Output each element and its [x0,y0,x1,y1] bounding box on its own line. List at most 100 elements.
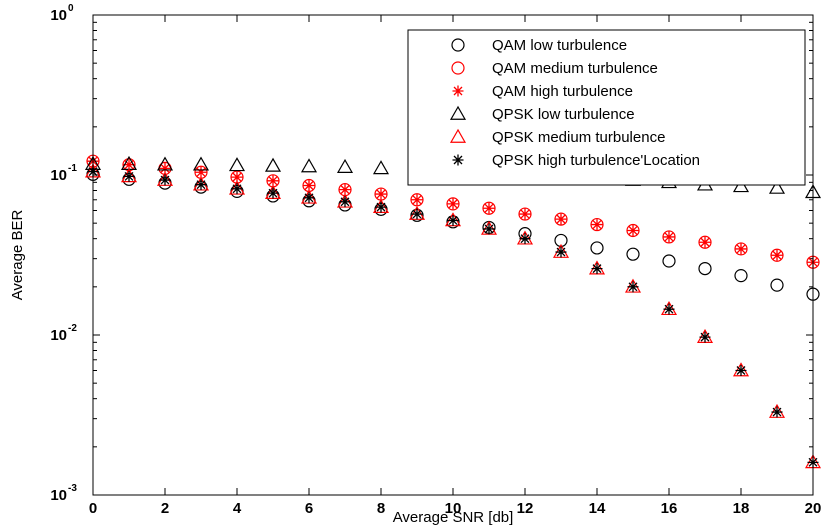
legend-marker [452,154,464,166]
data-point [303,179,315,191]
data-point [554,233,568,248]
x-tick-label: 16 [661,500,678,517]
data-point [734,242,748,256]
data-point [770,248,784,262]
data-point [195,166,207,178]
data-point [410,193,424,207]
data-point [591,263,603,275]
data-point [375,188,387,200]
y-tick-label-base: 10 [50,7,67,24]
legend-box [407,29,806,186]
legend-label: QAM high turbulence [492,83,633,100]
data-point [447,198,459,210]
y-tick-label-base: 10 [50,327,67,344]
data-point [698,235,712,249]
data-point [626,247,640,261]
x-tick-label: 10 [445,500,462,517]
data-point [555,213,567,225]
legend-marker [451,38,465,52]
data-point [698,262,712,276]
data-point [699,236,711,248]
data-point [411,208,423,220]
x-tick-label: 0 [89,500,97,517]
data-point [231,171,243,183]
data-point [519,208,531,220]
y-tick-label-exp: 0 [68,3,74,14]
data-point [591,219,603,231]
legend-marker [449,128,467,143]
legend-label: QPSK high turbulence'Location [492,152,700,169]
legend-label: QAM low turbulence [492,37,627,54]
data-point [156,156,174,171]
legend-marker [451,61,465,75]
data-point [267,187,279,199]
data-point [267,175,279,187]
y-tick-label-base: 10 [50,487,67,504]
data-point [662,254,676,268]
x-tick-label: 8 [377,500,385,517]
data-point [554,212,568,226]
data-point [663,303,675,315]
data-point [735,364,747,376]
x-tick-label: 20 [805,500,822,517]
data-point [771,406,783,418]
data-point [590,241,604,255]
data-point [734,269,748,283]
x-tick-label: 4 [233,500,242,517]
data-point [336,158,354,173]
data-point [770,278,784,292]
data-point [122,158,136,172]
data-point [518,207,532,221]
y-tick-label-base: 10 [50,167,67,184]
x-tick-label: 18 [733,500,750,517]
data-point [483,223,495,235]
legend-label: QPSK low turbulence [492,106,635,123]
data-point [519,233,531,245]
data-point [339,184,351,196]
data-point [123,170,135,182]
data-point [663,231,675,243]
data-point [768,179,786,194]
y-tick-label-exp: -2 [68,323,77,334]
data-point [339,196,351,208]
legend: QAM low turbulence QAM medium turbulence Q… [407,29,806,186]
y-tick-label-exp: -3 [68,483,77,494]
data-point [699,331,711,343]
plot-frame [92,14,814,496]
y-axis-label: Average BER [9,210,26,301]
legend-label: QPSK medium turbulence [492,129,665,146]
data-point [627,281,639,293]
data-point [228,157,246,172]
data-point [375,201,387,213]
data-point [195,179,207,191]
data-point [159,174,171,186]
x-tick-label: 14 [589,500,606,517]
legend-label: QAM medium turbulence [492,60,658,77]
data-point [123,159,135,171]
data-point [446,197,460,211]
data-point [447,214,459,226]
legend-marker [449,105,467,120]
series-2 [87,155,819,268]
x-tick-label: 2 [161,500,169,517]
data-point [300,158,318,173]
data-point [159,162,171,174]
data-point [483,202,495,214]
data-point [735,243,747,255]
y-tick-label-exp: -1 [68,163,77,174]
data-point [626,223,640,238]
data-point [192,156,210,171]
legend-marker [452,85,464,97]
data-point [555,246,567,258]
data-point [662,230,676,244]
x-tick-label: 12 [517,500,534,517]
data-point [411,194,423,206]
data-point [264,157,282,172]
x-tick-label: 6 [305,500,313,517]
data-point [627,224,639,236]
data-point [771,249,783,261]
data-point [482,201,496,215]
x-axis-ticks: 0 2 4 6 8 10 12 14 16 18 20 [89,15,822,517]
data-point [231,183,243,195]
